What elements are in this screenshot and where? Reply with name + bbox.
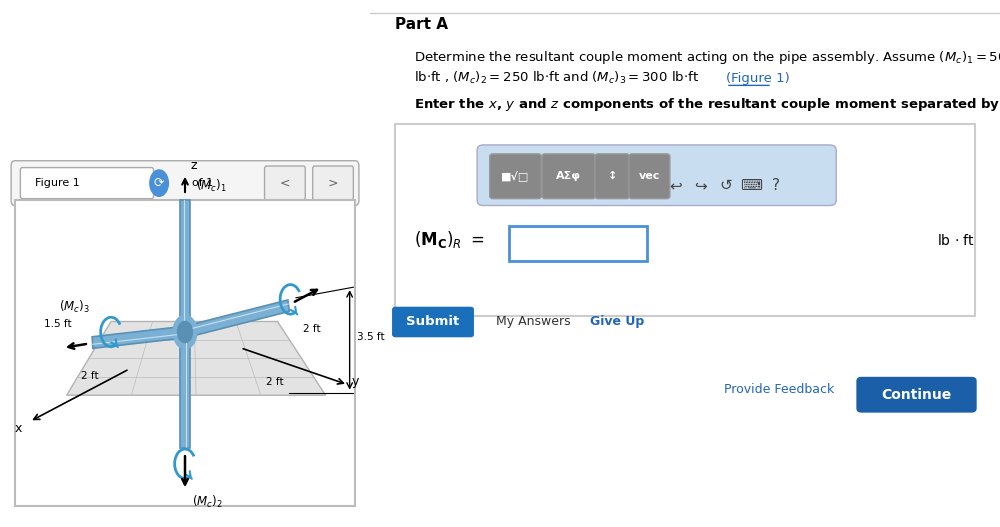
Polygon shape <box>180 200 190 332</box>
FancyBboxPatch shape <box>20 168 154 199</box>
Text: vec: vec <box>639 171 660 181</box>
Text: 1.5 ft: 1.5 ft <box>44 319 72 329</box>
Text: lb $\cdot$ ft: lb $\cdot$ ft <box>937 233 975 248</box>
FancyBboxPatch shape <box>313 166 353 200</box>
Text: Provide Feedback: Provide Feedback <box>724 384 835 396</box>
Text: <: < <box>280 177 290 190</box>
Text: ⟳: ⟳ <box>154 177 164 190</box>
Text: ↪: ↪ <box>694 178 707 193</box>
Polygon shape <box>92 326 185 348</box>
FancyBboxPatch shape <box>509 226 647 261</box>
Text: Give Up: Give Up <box>590 316 645 328</box>
Text: ■√□: ■√□ <box>501 171 530 182</box>
Text: Figure 1: Figure 1 <box>35 178 80 188</box>
Text: 2 ft: 2 ft <box>81 372 99 382</box>
Text: x: x <box>15 422 22 435</box>
Text: ⌨: ⌨ <box>740 178 762 193</box>
Text: (Figure 1): (Figure 1) <box>726 72 790 85</box>
Text: lb$\cdot$ft , $(M_c)_2 = 250$ lb$\cdot$ft and $(M_c)_3 = 300$ lb$\cdot$ft: lb$\cdot$ft , $(M_c)_2 = 250$ lb$\cdot$f… <box>414 70 699 86</box>
Text: My Answers: My Answers <box>496 316 571 328</box>
FancyBboxPatch shape <box>629 154 670 199</box>
FancyBboxPatch shape <box>11 161 359 206</box>
Text: $(\mathbf{M_C})_R\ =$: $(\mathbf{M_C})_R\ =$ <box>414 229 484 250</box>
Text: ↩: ↩ <box>669 178 682 193</box>
Text: of 1: of 1 <box>192 178 214 188</box>
FancyBboxPatch shape <box>542 154 596 199</box>
FancyBboxPatch shape <box>477 145 836 206</box>
Text: ?: ? <box>772 178 780 193</box>
Text: ΑΣφ: ΑΣφ <box>556 171 581 181</box>
Text: Part A: Part A <box>395 17 448 32</box>
Text: z: z <box>191 159 197 172</box>
Text: 2 ft: 2 ft <box>303 324 321 334</box>
FancyBboxPatch shape <box>265 166 305 200</box>
FancyBboxPatch shape <box>595 154 630 199</box>
FancyBboxPatch shape <box>395 124 975 316</box>
Circle shape <box>150 170 168 196</box>
Text: Continue: Continue <box>882 388 952 402</box>
Text: $(M_c)_1$: $(M_c)_1$ <box>196 178 227 194</box>
FancyBboxPatch shape <box>490 154 541 199</box>
Text: >: > <box>328 177 338 190</box>
Text: ↕: ↕ <box>608 171 617 181</box>
Circle shape <box>173 315 197 349</box>
FancyBboxPatch shape <box>856 377 977 413</box>
Text: y: y <box>352 375 359 388</box>
Circle shape <box>178 321 192 343</box>
Text: ↺: ↺ <box>720 178 732 193</box>
Text: Submit: Submit <box>406 316 460 328</box>
Polygon shape <box>67 321 326 395</box>
FancyBboxPatch shape <box>15 200 355 506</box>
Text: Enter the $\mathit{x}$, $\mathit{y}$ and $\mathit{z}$ components of the resultan: Enter the $\mathit{x}$, $\mathit{y}$ and… <box>414 96 1000 113</box>
Text: Determine the resultant couple moment acting on the pipe assembly. Assume $(M_c): Determine the resultant couple moment ac… <box>414 48 1000 65</box>
Text: $(M_c)_2$: $(M_c)_2$ <box>192 494 223 510</box>
Polygon shape <box>180 332 190 448</box>
Text: 2 ft: 2 ft <box>266 377 284 387</box>
Text: $(M_c)_3$: $(M_c)_3$ <box>59 299 90 315</box>
Polygon shape <box>184 300 289 338</box>
Text: 3.5 ft: 3.5 ft <box>357 332 385 342</box>
FancyBboxPatch shape <box>392 307 474 337</box>
